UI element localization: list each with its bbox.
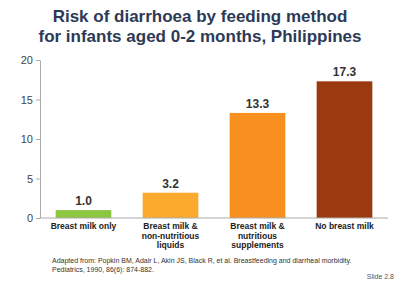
title: Risk of diarrhoea by feeding methodfor i… <box>38 7 361 46</box>
data-label: 1.0 <box>75 194 92 208</box>
bars <box>56 81 373 218</box>
y-tick-label: 5 <box>27 173 33 185</box>
data-labels: 1.0 3.2 13.3 17.3 <box>75 65 356 208</box>
slide-number: Slide 2.8 <box>367 273 394 280</box>
data-label: 3.2 <box>162 177 179 191</box>
tick-mark <box>36 100 40 101</box>
y-tick-label: 15 <box>21 94 33 106</box>
text-line: Pediatrics, 1990, 86(6): 874-882. <box>52 266 154 274</box>
text-line: for infants aged 0-2 months, Philippines <box>38 27 361 46</box>
text-line: Risk of diarrhoea by feeding method <box>53 7 348 26</box>
text-line: No breast milk <box>315 221 374 231</box>
bar <box>143 193 199 218</box>
text-line: liquids <box>157 240 185 250</box>
x-tick-label: No breast milk <box>315 221 374 231</box>
text-line: supplements <box>231 240 284 250</box>
y-tick-label: 10 <box>21 133 33 145</box>
x-tick-label: Breast milk &nutritioussupplements <box>230 221 284 250</box>
text-line: non-nutritious <box>142 231 200 241</box>
tick-mark <box>36 179 40 180</box>
bar <box>317 81 373 218</box>
y-axis: 0 5 10 15 20 <box>21 54 41 224</box>
x-tick-label: Breast milk &non-nutritiousliquids <box>142 221 200 250</box>
text-line: Breast milk only <box>51 221 117 231</box>
y-tick-label: 20 <box>21 54 33 66</box>
y-axis-line <box>40 61 41 219</box>
text-line: Breast milk & <box>230 221 284 231</box>
text-line: Adapted from: Popkin BM, Adair L, Akin J… <box>52 257 352 265</box>
x-axis-line <box>40 218 388 219</box>
y-tick: 10 <box>21 133 40 145</box>
data-label: 13.3 <box>246 97 270 111</box>
chart: Risk of diarrhoea by feeding methodfor i… <box>0 0 400 284</box>
bar <box>230 113 286 218</box>
data-label: 17.3 <box>333 65 357 79</box>
text-line: nutritious <box>238 231 277 241</box>
source-note: Adapted from: Popkin BM, Adair L, Akin J… <box>52 257 352 274</box>
text-line: Breast milk & <box>143 221 197 231</box>
tick-mark <box>36 139 40 140</box>
y-tick-label: 0 <box>27 212 33 224</box>
y-tick: 15 <box>21 94 40 106</box>
tick-mark <box>36 218 40 219</box>
y-tick: 5 <box>27 173 40 185</box>
y-tick: 0 <box>27 212 40 224</box>
x-tick-label: Breast milk only <box>51 221 117 231</box>
tick-mark <box>36 60 40 61</box>
y-tick: 20 <box>21 54 40 66</box>
bar <box>56 210 112 218</box>
